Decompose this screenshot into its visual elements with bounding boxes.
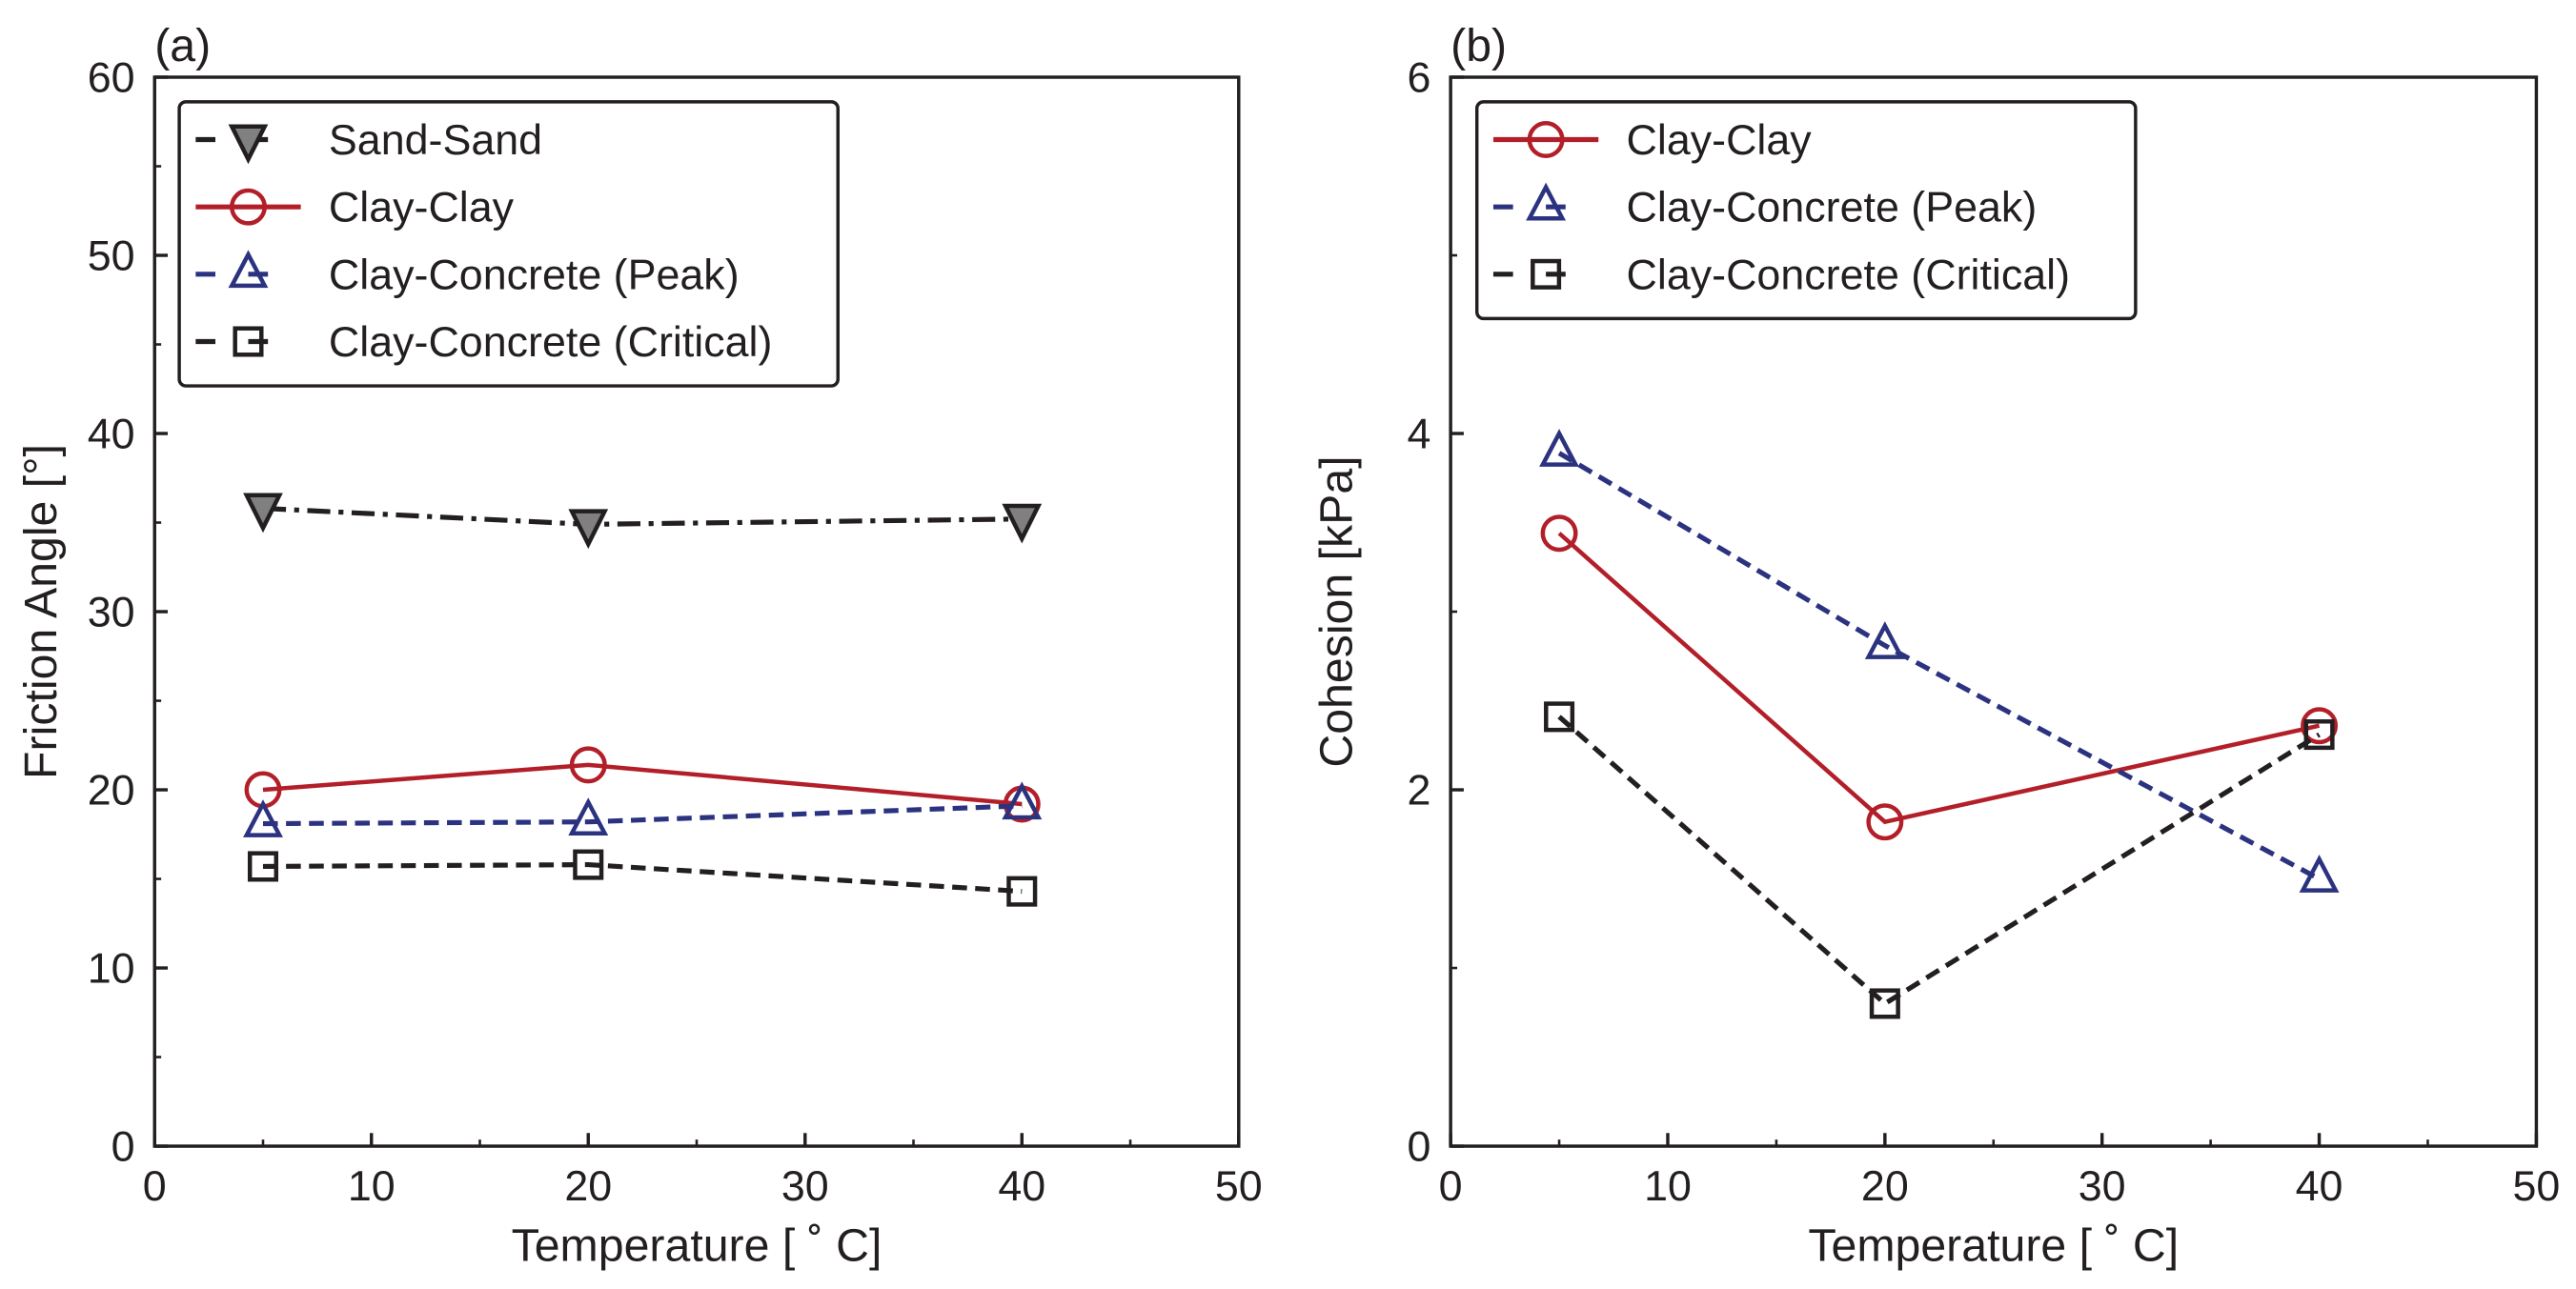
series-clay-concrete-peak (1539, 429, 2340, 893)
data-point-marker (1002, 503, 1043, 544)
data-point-marker (568, 797, 609, 836)
x-tick-label: 10 (1644, 1162, 1692, 1210)
legend-item: Clay-Concrete (Critical) (195, 318, 772, 366)
legend-marker-icon (228, 124, 269, 165)
legend-label: Sand-Sand (329, 116, 542, 164)
series-clay-clay (244, 746, 1041, 823)
series-line (262, 803, 1023, 827)
data-point-marker (1866, 803, 1904, 841)
data-point-marker (2299, 855, 2340, 893)
x-tick-label: 20 (1861, 1162, 1909, 1210)
x-tick-label: 40 (998, 1162, 1045, 1210)
legend-item: Clay-Concrete (Critical) (1492, 251, 2070, 298)
panel-label: (b) (1450, 20, 1507, 71)
legend-label: Clay-Concrete (Critical) (1627, 251, 2070, 298)
data-point-marker (243, 799, 283, 837)
data-point-marker (243, 493, 283, 534)
series-line (1557, 532, 2321, 825)
x-axis-label: Temperature [ ˚ C] (512, 1220, 882, 1272)
legend-item: Clay-Clay (195, 184, 515, 232)
y-tick-label: 60 (88, 54, 135, 102)
y-tick-label: 20 (88, 767, 135, 815)
data-point-marker (1544, 701, 1575, 733)
data-point-marker (2301, 707, 2339, 745)
legend-item: Sand-Sand (195, 116, 542, 165)
y-tick-label: 4 (1408, 411, 1431, 458)
data-point-marker (569, 746, 607, 784)
legend-label: Clay-Clay (329, 184, 515, 232)
legend-box (177, 100, 840, 388)
legend-marker-icon (230, 188, 267, 226)
series-line (262, 505, 1023, 527)
legend-label: Clay-Concrete (Critical) (329, 318, 772, 366)
panel-label: (a) (154, 20, 211, 71)
x-tick-label: 0 (143, 1162, 167, 1210)
series-clay-clay (1540, 514, 2339, 841)
data-point-marker (568, 509, 609, 550)
x-tick-label: 30 (2079, 1162, 2126, 1210)
data-point-marker (247, 851, 279, 882)
data-point-marker (2303, 719, 2335, 751)
legend: Clay-Clay Clay-Concrete (Peak) Clay-Concre… (1474, 100, 2138, 321)
data-point-marker (1869, 988, 1900, 1019)
data-point-marker (573, 849, 604, 880)
legend-marker-icon (1527, 121, 1565, 158)
x-tick-label: 10 (348, 1162, 396, 1210)
x-axis-label: Temperature [ ˚ C] (1808, 1220, 2179, 1272)
series-line (262, 861, 1023, 895)
y-tick-label: 0 (112, 1123, 135, 1171)
data-point-marker (1002, 781, 1043, 820)
series-clay-concrete-critical (1544, 701, 2335, 1019)
x-tick-label: 0 (1439, 1162, 1463, 1210)
y-tick-label: 50 (88, 232, 135, 280)
series-line (262, 762, 1023, 807)
y-tick-label: 2 (1408, 767, 1431, 815)
legend-marker-icon (1526, 182, 1567, 221)
series-clay-concrete-peak (243, 781, 1043, 837)
y-tick-label: 30 (88, 589, 135, 636)
legend-item: Clay-Concrete (Peak) (195, 250, 740, 298)
series-sand-sand (243, 493, 1043, 550)
x-tick-label: 30 (781, 1162, 829, 1210)
legend-marker-icon (233, 326, 264, 357)
data-point-marker (1006, 876, 1038, 907)
legend-marker-icon (228, 250, 269, 289)
legend-item: Clay-Clay (1492, 116, 1813, 164)
legend: Sand-Sand Clay-Clay Clay-Concrete (Peak) Cl… (177, 100, 840, 388)
y-tick-label: 10 (88, 945, 135, 993)
data-point-marker (1539, 429, 1580, 467)
y-tick-label: 6 (1408, 54, 1431, 102)
series-line (1557, 715, 2321, 1007)
x-tick-label: 40 (2296, 1162, 2343, 1210)
y-tick-label: 0 (1408, 1123, 1431, 1171)
data-point-marker (1864, 621, 1905, 659)
y-axis-label: Friction Angle [°] (15, 444, 67, 779)
series-clay-concrete-critical (247, 849, 1038, 907)
legend-label: Clay-Concrete (Peak) (329, 251, 740, 298)
x-tick-label: 20 (564, 1162, 612, 1210)
x-tick-label: 50 (1215, 1162, 1263, 1210)
panel-a: 0 10 20 30 40 50 0 10 20 30 40 50 60 Temperature [ ˚ … (15, 20, 1263, 1272)
legend-marker-icon (1531, 258, 1562, 290)
legend-label: Clay-Clay (1627, 116, 1813, 164)
legend-box (1474, 100, 2138, 321)
x-tick-label: 50 (2512, 1162, 2560, 1210)
series-line (1557, 451, 2321, 881)
y-axis-label: Cohesion [kPa] (1311, 455, 1363, 767)
panel-b: 0 10 20 30 40 50 0 2 4 6 Temperature [ ˚ C] Cohesio… (1311, 20, 2561, 1272)
y-tick-label: 40 (88, 411, 135, 458)
data-point-marker (1540, 514, 1578, 553)
legend-label: Clay-Concrete (Peak) (1627, 184, 2038, 232)
legend-item: Clay-Concrete (Peak) (1492, 182, 2038, 232)
